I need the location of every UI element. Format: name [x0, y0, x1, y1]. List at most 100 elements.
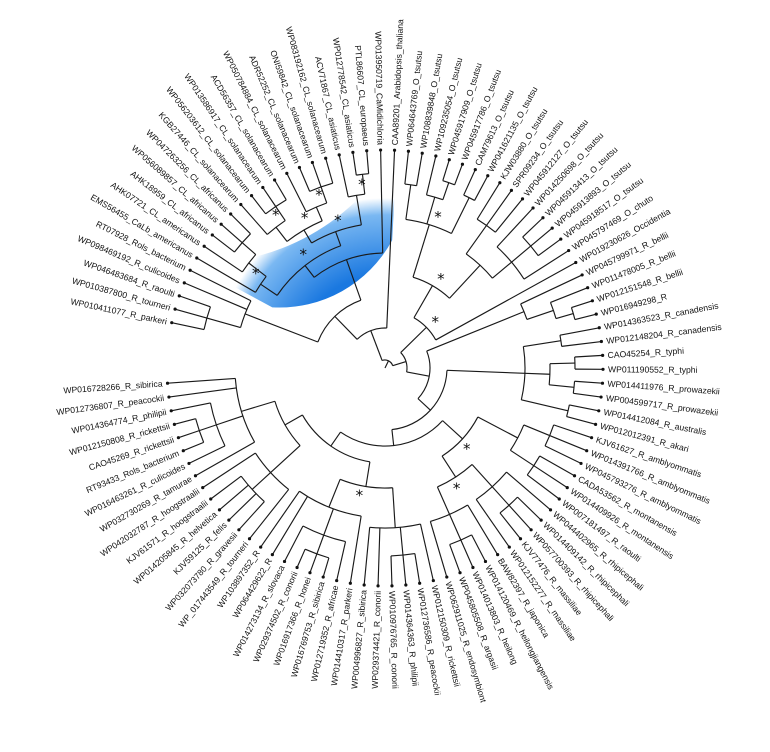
clade-arc: [417, 350, 431, 400]
support-star: *: [272, 206, 280, 224]
support-star: *: [463, 440, 471, 458]
branch-segment: [275, 226, 288, 242]
clade-arc: [304, 548, 330, 559]
branch-segment: [477, 416, 518, 439]
leaf-tip: [601, 367, 605, 371]
branch-segment: [449, 514, 462, 541]
branch-segment: [574, 313, 597, 321]
branch-segment: [284, 414, 303, 426]
branch-segment: [184, 282, 248, 310]
clade-arc: [302, 525, 346, 543]
branch-segment: [174, 418, 196, 425]
clade-arc: [340, 420, 444, 447]
clade-arc: [305, 202, 327, 213]
branch-segment: [309, 553, 318, 573]
clade-arc: [195, 418, 205, 443]
clade-arc: [413, 317, 437, 341]
clade-arc: [391, 370, 448, 431]
leaf-tip: [599, 339, 603, 344]
leaf-tip: [170, 321, 174, 325]
leaf-tip: [593, 422, 598, 426]
branch-segment: [366, 150, 370, 174]
branch-segment: [179, 295, 211, 308]
leaf-label: CAA89201_Arabidopsis_thaliana: [390, 19, 406, 146]
branch-segment: [251, 472, 271, 490]
leaf-label: WP013950719_CaMidichloria: [373, 31, 385, 145]
branch-segment: [402, 555, 407, 586]
branch-segment: [219, 484, 249, 511]
branch-segment: [171, 322, 205, 331]
leaf-tip: [165, 381, 170, 385]
leaf-tip: [295, 565, 299, 570]
branch-segment: [510, 449, 535, 467]
branch-segment: [414, 553, 421, 584]
leaf-tip: [229, 212, 233, 216]
branch-segment: [539, 455, 575, 477]
clade-arc: [549, 302, 557, 319]
leaf-tips: [165, 148, 605, 588]
leaf-label: WP004996827_R_sibirica: [349, 589, 368, 689]
leaf-tip: [431, 578, 435, 583]
leaf-tip: [219, 222, 223, 226]
leaf-tip: [259, 545, 263, 549]
branch-segment: [522, 217, 544, 238]
branch-segment: [549, 384, 575, 388]
branch-segment: [463, 169, 476, 196]
branch-segment: [189, 269, 252, 302]
clade-arc: [520, 303, 528, 320]
leaf-tip: [565, 486, 569, 490]
branch-segment: [284, 525, 304, 562]
branch-segment: [573, 392, 602, 398]
branch-segment: [202, 452, 256, 489]
leaf-tip: [188, 268, 192, 272]
leaf-tip: [376, 584, 380, 588]
branch-segment: [436, 486, 451, 515]
leaf-tip: [308, 571, 312, 575]
branch-segment: [323, 508, 334, 536]
clade-arc: [526, 455, 541, 476]
branch-segment: [260, 283, 278, 296]
branch-segment: [248, 262, 267, 277]
branch-segment: [559, 327, 600, 336]
leaf-tip: [585, 449, 589, 453]
branch-segment: [471, 534, 486, 562]
branch-segment: [206, 317, 241, 329]
leaf-tip: [507, 545, 511, 549]
clade-arc: [317, 299, 362, 343]
branch-segment: [429, 521, 448, 578]
leaf-tip: [520, 197, 525, 201]
leaf-label: WP010976765_R_conorii: [387, 591, 400, 689]
leaf-tip: [379, 148, 383, 152]
branch-segment: [240, 204, 268, 235]
branch-segment: [274, 179, 287, 201]
leaf-tip: [227, 518, 231, 522]
branch-segment: [416, 153, 423, 186]
branch-segment: [506, 471, 551, 511]
leaf-tip: [518, 537, 523, 541]
branch-segment: [449, 264, 481, 299]
branch-segment: [526, 309, 554, 321]
clade-arc: [400, 352, 408, 373]
leaf-tip: [594, 312, 598, 316]
clade-arc: [463, 194, 475, 201]
branch-segment: [304, 265, 315, 278]
branch-segment: [442, 159, 450, 181]
leaf-tip: [473, 167, 477, 172]
leaf-tip: [249, 194, 254, 198]
branch-segment: [249, 489, 290, 540]
branch-segment: [275, 206, 286, 221]
clade-arc: [572, 381, 576, 394]
branch-segment: [550, 287, 588, 303]
clade-arc: [301, 414, 370, 463]
clade-arc: [412, 276, 450, 299]
branch-segment: [549, 362, 575, 365]
branch-segment: [491, 486, 510, 506]
branch-segment: [523, 250, 569, 280]
branch-segment: [390, 555, 393, 586]
leaf-tip: [550, 226, 554, 230]
branch-segment: [334, 315, 358, 340]
branch-segment: [196, 257, 256, 293]
leaf-tip: [600, 381, 605, 385]
leaf-tip: [337, 153, 341, 157]
branch-segment: [168, 387, 237, 398]
